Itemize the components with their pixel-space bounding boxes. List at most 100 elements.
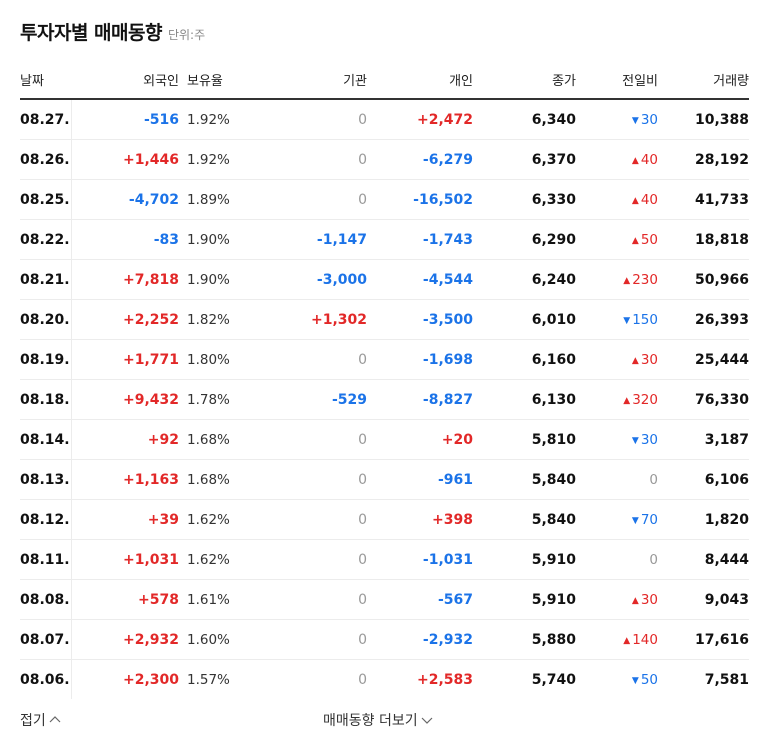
table-row: 08.12. +39 1.62% 0 +398 5,840 ▼ 70 1,820: [20, 499, 749, 540]
cell-foreign: +39: [70, 499, 187, 540]
cell-date: 08.08.: [20, 579, 71, 620]
header-holding: 보유율: [187, 60, 245, 100]
cell-foreign: -83: [70, 219, 187, 260]
more-trading-button[interactable]: 매매동향 더보기: [323, 710, 433, 730]
cell-change: 0: [576, 459, 658, 500]
arrow-up-icon: ▲: [623, 275, 631, 286]
cell-holding: 1.90%: [187, 259, 245, 300]
unit-label: 단위:주: [167, 28, 206, 42]
table-row: 08.14. +92 1.68% 0 +20 5,810 ▼ 30 3,187: [20, 419, 749, 460]
cell-foreign: +1,446: [70, 139, 187, 180]
table-row: 08.07. +2,932 1.60% 0 -2,932 5,880 ▲ 140 17,616: [20, 619, 749, 660]
table-row: 08.25. -4,702 1.89% 0 -16,502 6,330 ▲ 40 41,733: [20, 179, 749, 220]
cell-individual: -3,500: [367, 299, 473, 340]
header-volume: 거래량: [658, 60, 749, 100]
header-foreign: 외국인: [71, 60, 187, 100]
cell-change: ▼ 30: [576, 419, 658, 460]
cell-date: 08.12.: [20, 499, 71, 540]
cell-institution: 0: [245, 339, 367, 380]
change-value: 50: [640, 231, 658, 248]
cell-volume: 3,187: [658, 419, 749, 460]
cell-change: ▲ 140: [576, 619, 658, 660]
cell-close: 5,840: [473, 459, 576, 500]
cell-institution: 0: [245, 579, 367, 620]
cell-change: ▼ 50: [576, 660, 658, 700]
cell-institution: 0: [245, 619, 367, 660]
cell-volume: 76,330: [658, 379, 749, 420]
cell-individual: -1,698: [367, 339, 473, 380]
cell-institution: 0: [245, 419, 367, 460]
cell-volume: 25,444: [658, 339, 749, 380]
cell-change: ▼ 30: [576, 99, 658, 140]
cell-volume: 9,043: [658, 579, 749, 620]
cell-institution: -3,000: [245, 259, 367, 300]
arrow-up-icon: ▲: [623, 635, 631, 646]
cell-individual: -4,544: [367, 259, 473, 300]
cell-holding: 1.68%: [187, 419, 245, 460]
cell-volume: 18,818: [658, 219, 749, 260]
cell-date: 08.11.: [20, 539, 71, 580]
cell-holding: 1.62%: [187, 499, 245, 540]
cell-foreign: +1,163: [70, 459, 187, 500]
arrow-up-icon: ▲: [631, 355, 639, 366]
cell-institution: 0: [358, 671, 367, 688]
change-value: 0: [649, 551, 658, 568]
cell-close: 6,160: [473, 339, 576, 380]
cell-institution: -529: [245, 379, 367, 420]
cell-holding: 1.90%: [187, 219, 245, 260]
cell-holding: 1.60%: [187, 619, 245, 660]
cell-date: 08.22.: [20, 219, 71, 260]
cell-individual: +2,583: [416, 671, 473, 688]
change-value: 40: [640, 151, 658, 168]
cell-volume: 41,733: [658, 179, 749, 220]
cell-change: ▲ 30: [576, 579, 658, 620]
cell-holding: 1.89%: [187, 179, 245, 220]
cell-individual: -6,279: [367, 139, 473, 180]
cell-institution: +1,302: [245, 299, 367, 340]
cell-individual: +398: [367, 499, 473, 540]
cell-individual: +2,472: [367, 99, 473, 140]
cell-date: 08.14.: [20, 419, 71, 460]
cell-holding: 1.78%: [187, 379, 245, 420]
cell-date: 08.21.: [20, 259, 71, 300]
cell-close: 5,880: [473, 619, 576, 660]
change-value: 30: [640, 351, 658, 368]
table-row: 08.27. -516 1.92% 0 +2,472 6,340 ▼ 30 10,388: [20, 99, 749, 140]
fold-button[interactable]: 접기: [20, 710, 61, 730]
cell-change: ▲ 30: [576, 339, 658, 380]
cell-institution: 0: [245, 539, 367, 580]
cell-close: 5,740: [531, 671, 576, 688]
table-row: 08.13. +1,163 1.68% 0 -961 5,840 0 6,106: [20, 459, 749, 500]
cell-foreign: +578: [70, 579, 187, 620]
cell-change: ▲ 50: [576, 219, 658, 260]
table-row: 08.06. +2,300 1.57% 0 +2,583 5,740 ▼ 50 7,581: [20, 659, 749, 700]
table-row: 08.22. -83 1.90% -1,147 -1,743 6,290 ▲ 50 18,818: [20, 219, 749, 260]
cell-holding: 1.61%: [187, 579, 245, 620]
cell-close: 6,340: [473, 99, 576, 140]
table-row: 08.20. +2,252 1.82% +1,302 -3,500 6,010 ▼ 150 26…: [20, 299, 749, 340]
cell-foreign: +1,771: [70, 339, 187, 380]
cell-institution: -1,147: [245, 219, 367, 260]
arrow-up-icon: ▲: [631, 155, 639, 166]
cell-volume: 10,388: [658, 99, 749, 140]
cell-foreign: +2,932: [70, 619, 187, 660]
cell-change: ▲ 320: [576, 379, 658, 420]
cell-date: 08.18.: [20, 379, 71, 420]
cell-foreign: +92: [70, 419, 187, 460]
cell-foreign: +2,300: [70, 659, 187, 699]
change-value: 30: [640, 111, 658, 128]
change-value: 30: [640, 431, 658, 448]
cell-foreign: -4,702: [70, 179, 187, 220]
cell-close: 5,910: [473, 579, 576, 620]
cell-individual: -961: [367, 459, 473, 500]
header-close: 종가: [473, 60, 576, 100]
change-value: 320: [632, 391, 658, 408]
cell-change: ▼ 150: [576, 299, 658, 340]
cell-volume: 7,581: [704, 671, 749, 688]
table-header-row: 날짜 외국인 보유율 기관 개인 종가 전일비 거래량: [20, 60, 749, 100]
arrow-down-icon: ▼: [631, 115, 639, 126]
arrow-down-icon: ▼: [631, 515, 639, 526]
cell-close: 6,010: [473, 299, 576, 340]
trading-table: 날짜 외국인 보유율 기관 개인 종가 전일비 거래량 08.27. -516 1.…: [20, 60, 749, 699]
cell-change: ▲ 40: [576, 139, 658, 180]
